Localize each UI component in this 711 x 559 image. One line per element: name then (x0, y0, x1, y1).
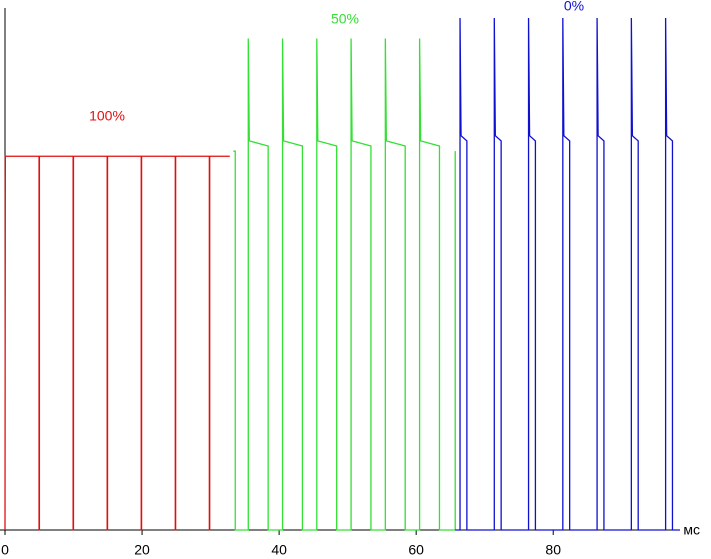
trace (455, 17, 680, 531)
series-label: 0% (564, 0, 584, 14)
series-label: 50% (331, 11, 359, 27)
trace (233, 38, 456, 531)
trace (4, 155, 230, 531)
x-axis-unit: мс (683, 522, 700, 538)
x-tick-label: 60 (408, 542, 424, 558)
x-tick-label: 40 (271, 542, 287, 558)
x-tick-label: 80 (545, 542, 561, 558)
x-tick-label: 0 (1, 542, 9, 558)
x-tick-label: 20 (134, 542, 150, 558)
series-label: 100% (89, 108, 125, 124)
